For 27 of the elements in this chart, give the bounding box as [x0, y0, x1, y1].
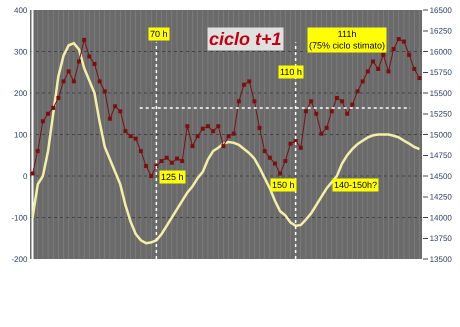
y2-tick-label: 13750: [430, 234, 452, 244]
y-tick-label: -200: [11, 254, 28, 264]
annotation: 111h (75% ciclo stimato): [309, 29, 386, 51]
y2-tick-label: 14250: [430, 192, 452, 202]
annotation: 140-150h?: [334, 180, 378, 190]
y2-tick-label: 14500: [430, 172, 452, 181]
y2-tick-label: 15000: [430, 130, 452, 140]
annotation: 150 h: [272, 180, 295, 190]
y2-tick-label: 14000: [430, 213, 452, 222]
text: ciclo t+1: [209, 29, 282, 49]
y-tick-label: -100: [11, 213, 28, 222]
y2-tick-label: 15500: [430, 88, 452, 98]
y2-tick-label: 15250: [430, 110, 452, 119]
y2-tick-label: 15750: [430, 68, 452, 78]
y-tick-label: 400: [14, 6, 28, 15]
y2-tick-label: 16500: [430, 6, 452, 15]
y-tick-label: 0: [22, 172, 28, 181]
annotation: 70 h: [150, 29, 168, 39]
y2-tick-label: 14750: [430, 151, 452, 160]
y-tick-label: 300: [14, 47, 28, 56]
y2-tick-label: 16250: [430, 26, 452, 36]
annotation: 125 h: [161, 172, 184, 182]
y-tick-label: 200: [14, 88, 28, 98]
annotation: 110 h: [280, 67, 302, 77]
y-tick-label: 100: [14, 130, 28, 140]
y2-tick-label: 13500: [430, 254, 452, 264]
y2-tick-label: 16000: [430, 47, 452, 56]
